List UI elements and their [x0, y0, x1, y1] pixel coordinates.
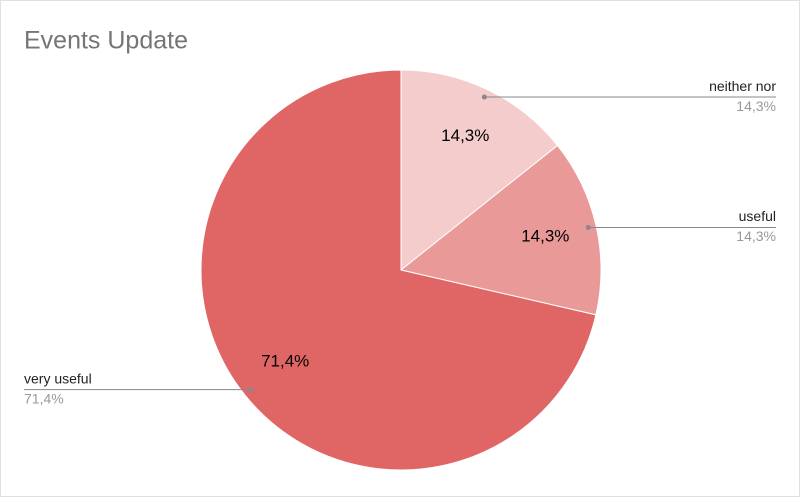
slice-label: 14,3% — [521, 227, 569, 246]
pie-slice — [400, 69, 559, 272]
leader-dot — [481, 94, 487, 100]
legend-value: 14,3% — [736, 228, 776, 244]
slice-label: 14,3% — [441, 126, 489, 145]
pie-slice — [399, 144, 602, 316]
leader-dot — [585, 225, 591, 231]
leader-dot — [248, 387, 254, 393]
legend-label: very useful — [24, 370, 92, 386]
chart-title: Events Update — [24, 27, 188, 55]
pie-slice — [200, 69, 597, 471]
legend-value: 14,3% — [736, 98, 776, 114]
slice-label: 71,4% — [261, 352, 309, 371]
legend-label: neither nor — [709, 78, 776, 94]
legend-value: 71,4% — [24, 390, 64, 406]
legend-label: useful — [739, 208, 776, 224]
